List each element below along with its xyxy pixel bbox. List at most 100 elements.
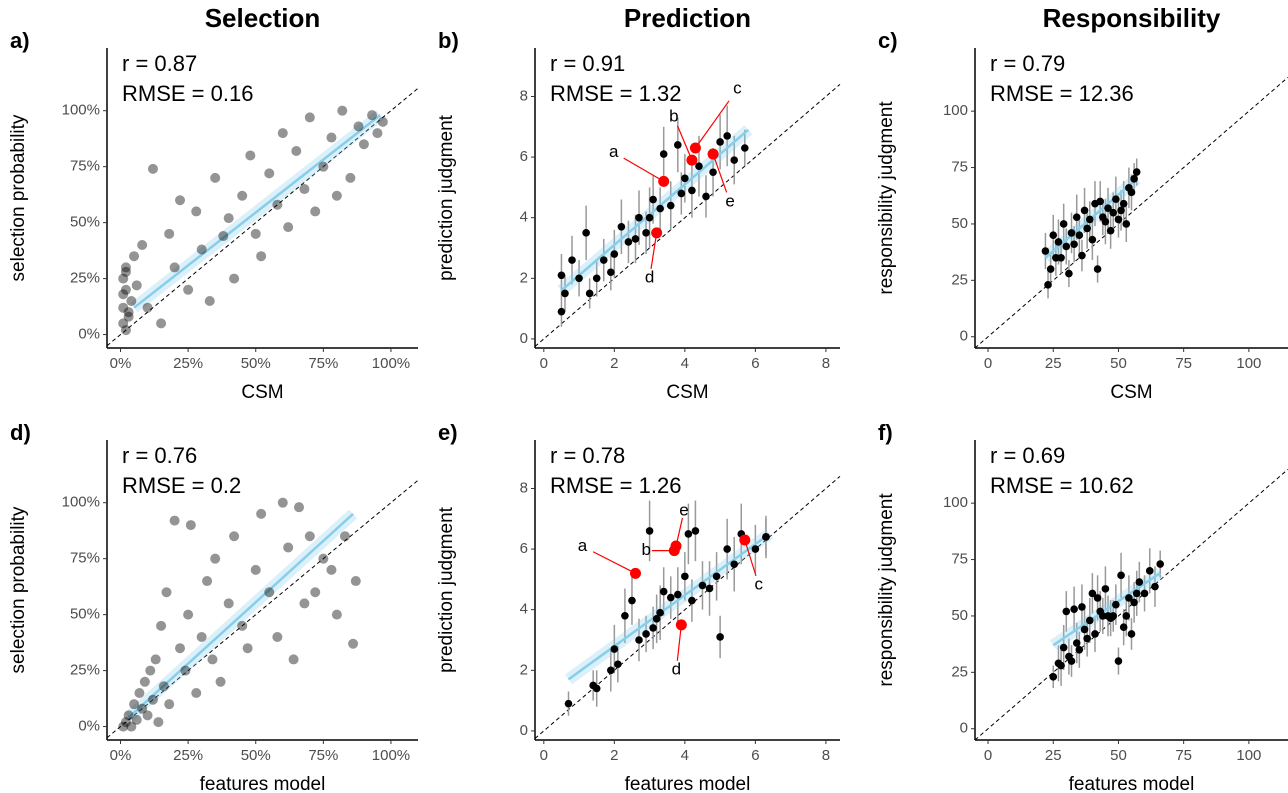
data-point <box>372 128 383 139</box>
y-tick-label: 2 <box>520 661 528 678</box>
data-point <box>614 660 622 669</box>
x-tick-label: 75% <box>308 355 338 372</box>
data-point <box>1145 567 1154 575</box>
data-point <box>123 311 134 322</box>
data-point <box>656 608 664 617</box>
data-point <box>299 598 310 609</box>
y-tick-label: 4 <box>520 601 528 618</box>
data-point <box>1072 213 1081 221</box>
data-point <box>153 717 164 728</box>
data-point <box>649 624 657 632</box>
data-point <box>684 530 693 538</box>
data-point <box>599 256 608 264</box>
x-tick-label: 50 <box>1110 747 1127 764</box>
data-point <box>223 213 234 224</box>
data-point <box>730 560 739 569</box>
data-point <box>250 228 261 239</box>
data-point <box>126 721 137 732</box>
y-tick-label: 25% <box>70 662 100 679</box>
data-point <box>158 681 169 692</box>
data-point <box>681 174 689 183</box>
data-point <box>1109 612 1118 620</box>
y-tick-label: 4 <box>520 209 528 226</box>
y-tick-label: 0% <box>78 718 100 735</box>
x-tick-label: 50% <box>241 747 271 764</box>
data-point <box>688 186 696 195</box>
data-point <box>310 587 321 598</box>
y-tick-label: 8 <box>520 479 528 496</box>
highlight-point <box>739 534 751 546</box>
data-point <box>142 710 153 721</box>
data-point <box>1075 231 1084 240</box>
data-point <box>210 172 221 183</box>
data-point <box>1106 226 1115 235</box>
data-point <box>1085 215 1094 224</box>
data-point <box>730 156 739 164</box>
highlight-point <box>689 142 701 154</box>
data-point <box>659 587 668 596</box>
x-axis-label: features model <box>625 774 751 793</box>
y-tick-label: 0 <box>520 722 528 739</box>
trend-line <box>127 512 354 719</box>
data-point <box>326 564 337 575</box>
panel: Responsibility c) 0 25 50 75 100 0 25 50 75 100 CSM r… <box>876 3 1288 403</box>
data-point <box>331 190 342 201</box>
data-point <box>1101 217 1110 226</box>
data-point <box>204 295 215 306</box>
x-tick-label: 75 <box>1175 747 1192 764</box>
data-point <box>264 587 275 598</box>
data-point <box>723 545 731 553</box>
y-tick-label: 75% <box>70 550 100 567</box>
data-point <box>196 632 207 643</box>
data-point <box>120 284 131 295</box>
data-point <box>1044 281 1052 289</box>
data-point <box>1080 206 1089 215</box>
data-point <box>175 643 186 654</box>
data-point <box>607 268 615 277</box>
column-title: Selection <box>205 3 321 33</box>
panel: f) 0 25 50 75 100 0 25 50 75 100 features model resp… <box>876 420 1288 793</box>
data-point <box>223 598 234 609</box>
data-point <box>1062 607 1071 616</box>
data-point <box>610 645 619 653</box>
data-point <box>1114 215 1123 224</box>
data-point <box>118 302 129 313</box>
highlight-leader <box>623 157 665 182</box>
data-point <box>691 527 700 535</box>
annotation: r = 0.69 <box>990 443 1065 468</box>
data-point <box>1156 560 1164 568</box>
y-tick-label: 8 <box>520 87 528 104</box>
data-point <box>1046 265 1055 273</box>
x-tick-label: 75 <box>1175 355 1192 372</box>
data-point <box>1052 253 1060 262</box>
data-point <box>161 587 172 598</box>
data-point <box>1067 229 1076 237</box>
x-axis-label: features model <box>1069 774 1195 793</box>
data-point <box>377 116 388 127</box>
data-point <box>118 721 129 732</box>
panel: d) 0% 25% 50% 75% 100% 0% 25% 50% 75% 100% features… <box>8 420 419 793</box>
x-axis-label: CSM <box>666 382 708 403</box>
x-tick-label: 25% <box>173 747 203 764</box>
data-point <box>1078 603 1086 611</box>
data-point <box>1125 594 1133 602</box>
data-point <box>1080 625 1089 634</box>
data-point <box>1117 571 1125 580</box>
data-point <box>129 699 140 710</box>
data-point <box>621 611 629 620</box>
data-point <box>1070 605 1078 613</box>
data-point <box>169 262 180 273</box>
x-tick-label: 4 <box>681 355 689 372</box>
highlight-leader <box>592 551 636 574</box>
x-tick-label: 4 <box>681 747 689 764</box>
highlight-point <box>651 227 663 239</box>
data-point <box>564 699 573 708</box>
data-point <box>123 710 134 721</box>
data-point <box>592 684 601 693</box>
highlight-leader <box>694 100 730 149</box>
data-point <box>137 703 148 714</box>
y-tick-label: 0 <box>960 328 968 345</box>
data-point <box>1057 253 1065 262</box>
y-tick-label: 50% <box>70 606 100 623</box>
data-point <box>126 295 137 306</box>
